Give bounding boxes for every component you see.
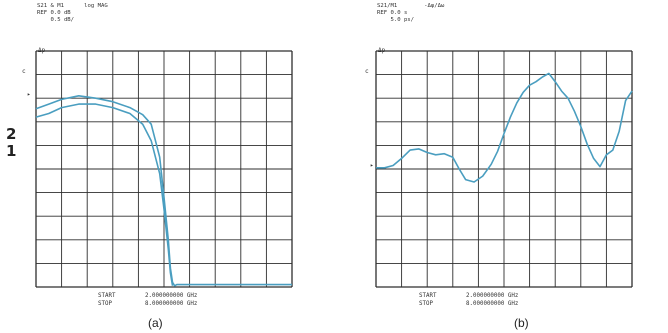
stop-value-b: 8.000000000 GHz: [466, 301, 519, 307]
header-a-line2: REF 0.0 dB: [37, 10, 71, 16]
ref-arrow-b: ▸: [370, 162, 374, 169]
start-value-b: 2.000000000 GHz: [466, 293, 519, 299]
caption-a: (a): [148, 316, 163, 330]
header-a-line3: 0.5 dB/: [37, 17, 75, 23]
trace-a-2: [35, 103, 174, 286]
start-label-b: START: [419, 293, 437, 299]
caption-b: (b): [514, 316, 529, 330]
graticule-b: [375, 50, 633, 288]
graticule-a: [35, 50, 293, 288]
ref-arrow-a-top: ▸: [27, 91, 31, 98]
start-value-a: 2.000000000 GHz: [145, 293, 198, 299]
series-label-2: 2: [6, 125, 17, 143]
header-a-line1: S21 & M1 log MAG: [37, 3, 108, 9]
header-b-line1: S21/M1 -Δφ/Δω: [377, 3, 445, 9]
start-label-a: START: [98, 293, 116, 299]
header-b-line3: 5.0 ps/: [377, 17, 415, 23]
plot-area-a: [35, 50, 293, 288]
header-b-line2: REF 0.0 s: [377, 10, 408, 16]
plot-area-b: [375, 50, 633, 288]
stop-label-b: STOP: [419, 301, 433, 307]
trace-b-1: [376, 72, 633, 183]
chart-panel-a: S21 & M1 log MAG REF 0.0 dB 0.5 dB/ Δp c…: [0, 0, 300, 333]
trace-a-1: [35, 94, 292, 287]
scale-c-b: c: [365, 68, 369, 75]
scale-c-a: c: [22, 68, 26, 75]
chart-panel-b: S21/M1 -Δφ/Δω REF 0.0 s 5.0 ps/ Δp c ▸ S…: [340, 0, 668, 333]
stop-value-a: 8.000000000 GHz: [145, 301, 198, 307]
series-label-1: 1: [6, 142, 17, 160]
stop-label-a: STOP: [98, 301, 112, 307]
